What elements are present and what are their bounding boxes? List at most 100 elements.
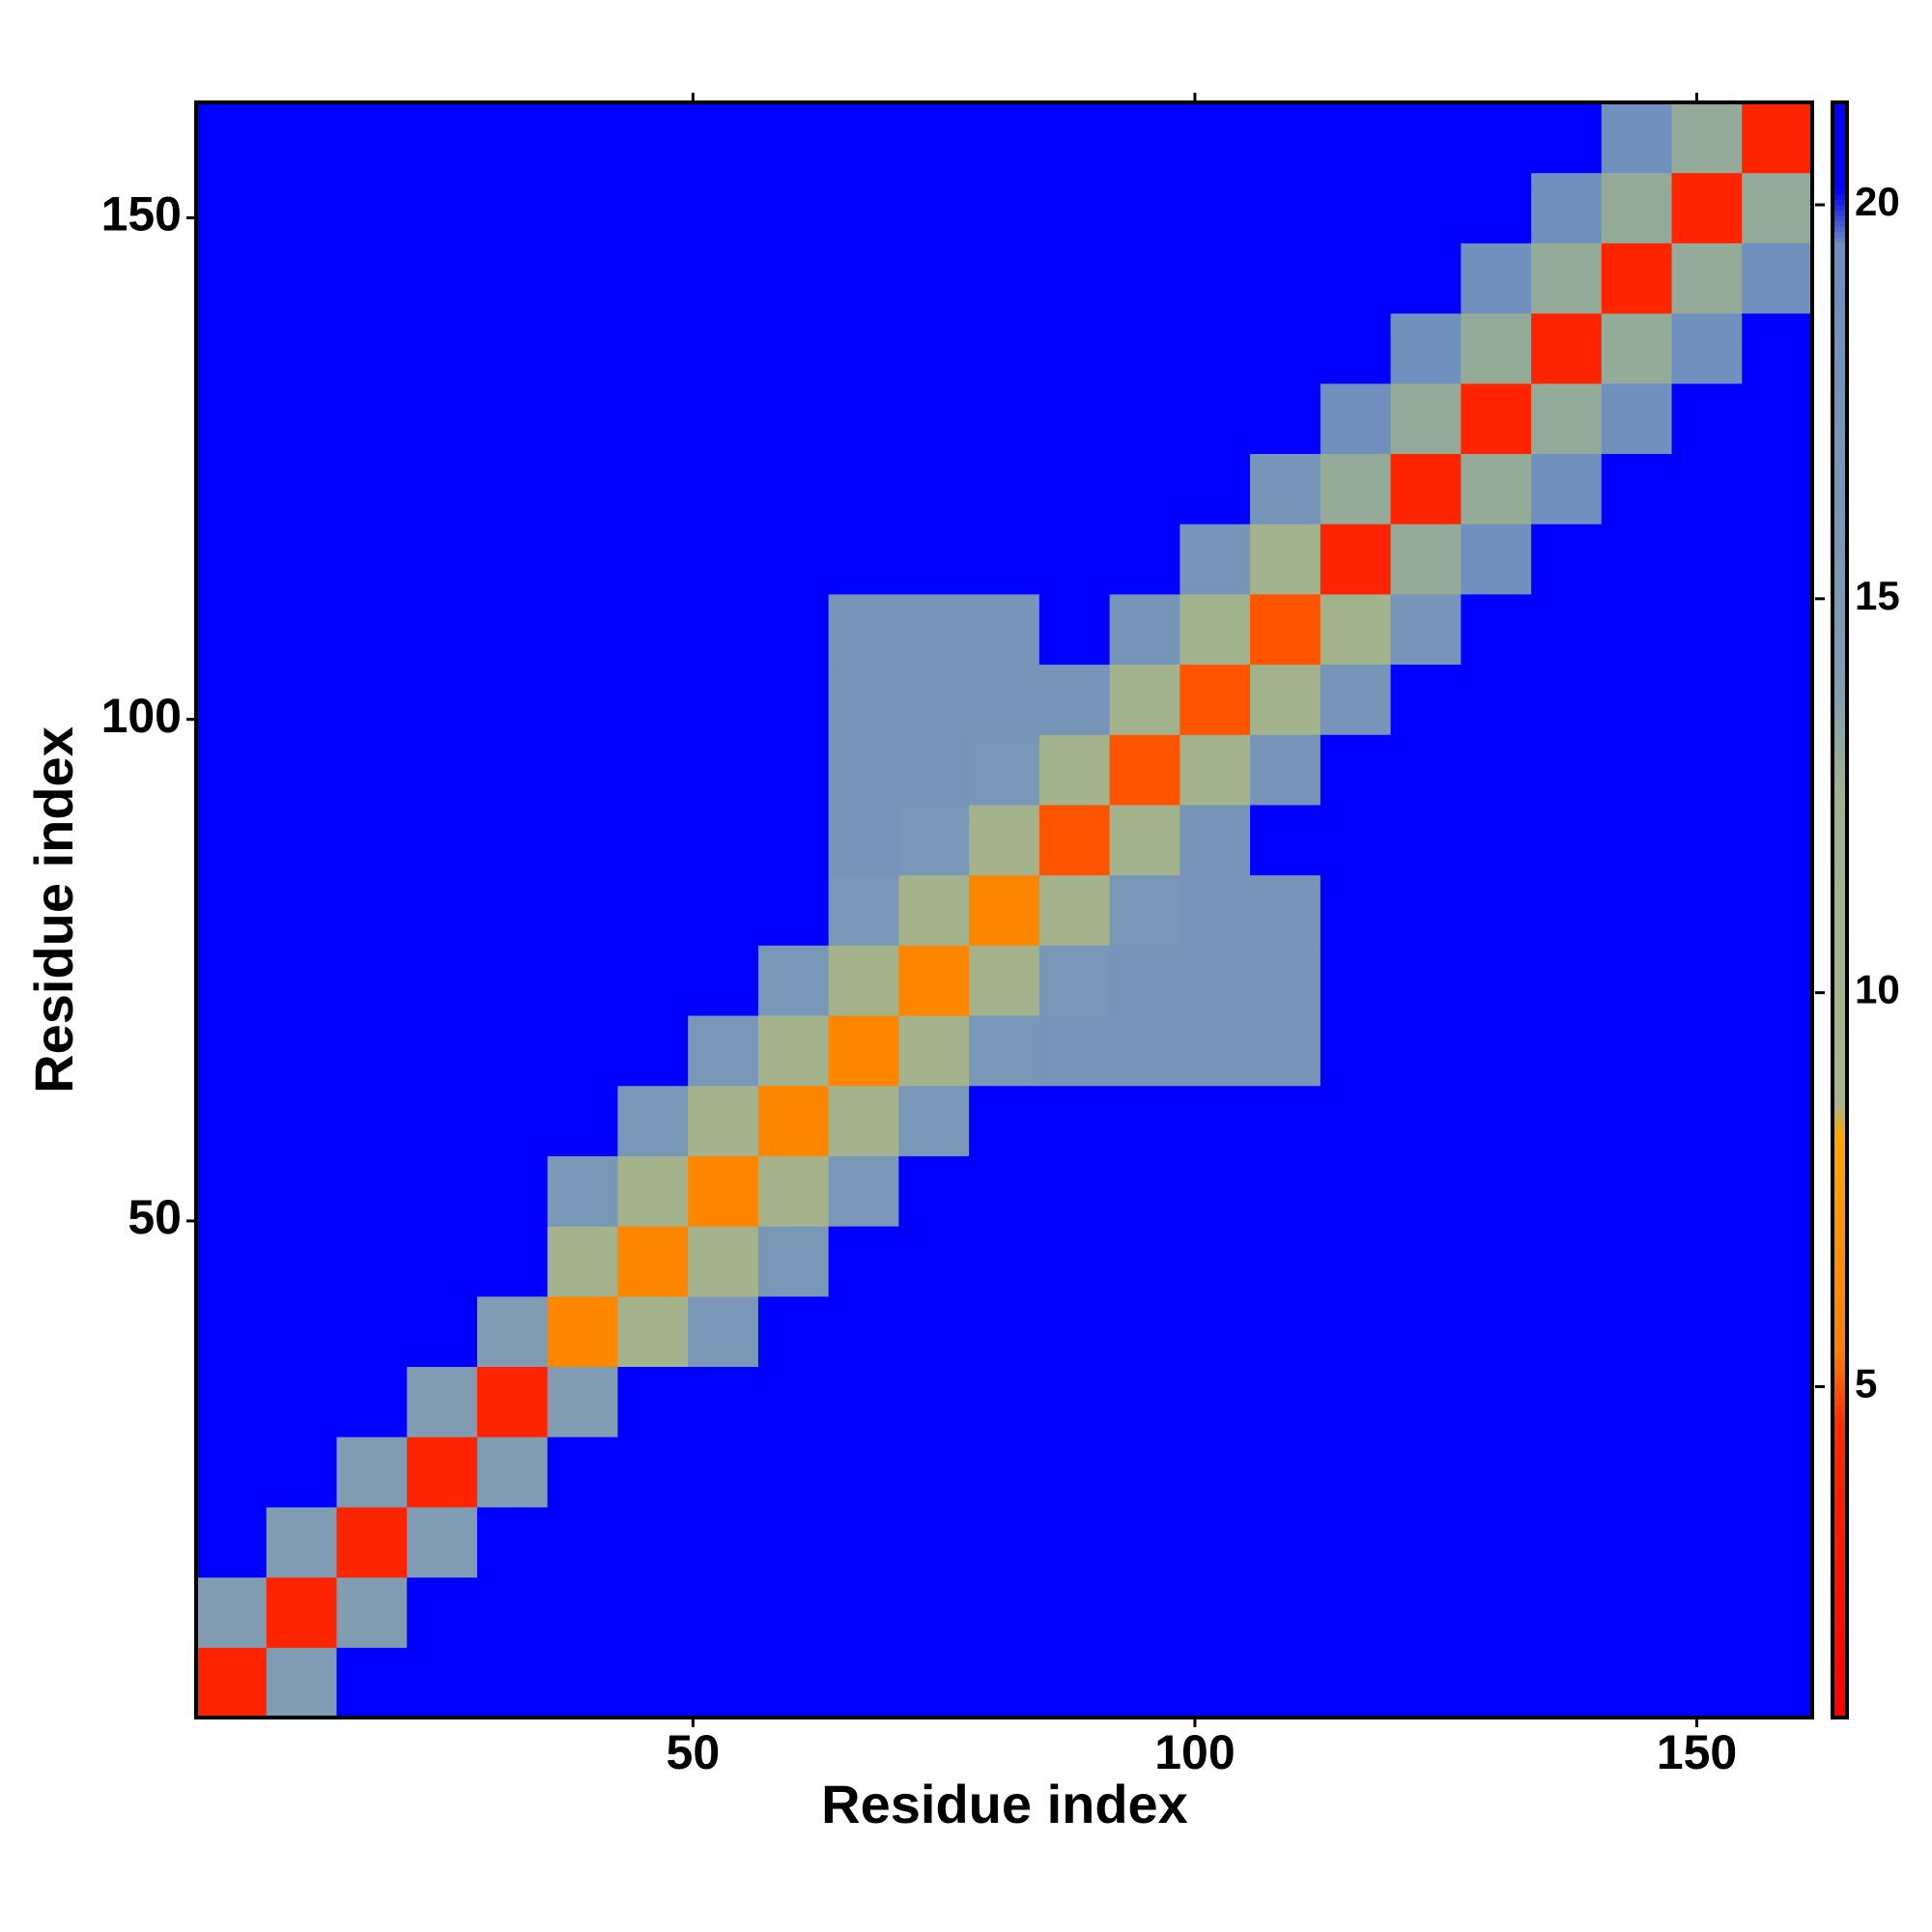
colorbar-segment [1833, 1023, 1847, 1030]
colorbar-segment [1833, 102, 1847, 109]
heatmap-cell [1531, 242, 1603, 314]
colorbar-segment [1833, 651, 1847, 658]
heatmap-cell [1531, 1366, 1603, 1437]
heatmap-cell [407, 453, 478, 525]
heatmap-cell [196, 1155, 268, 1227]
colorbar-segment [1833, 1545, 1847, 1551]
heatmap-cell [476, 524, 549, 595]
colorbar-segment [1833, 113, 1847, 120]
heatmap-cell [617, 1295, 689, 1368]
colorbar-segment [1833, 732, 1847, 739]
colorbar-segment [1833, 969, 1847, 976]
heatmap-cell [617, 1577, 689, 1648]
heatmap-cell [336, 1577, 408, 1648]
heatmap-cell [1531, 1506, 1603, 1578]
heatmap-cell [898, 664, 970, 735]
heatmap-cell [476, 1226, 549, 1297]
heatmap-cell [196, 1085, 268, 1156]
heatmap-cell [1320, 804, 1392, 876]
colorbar-segment [1833, 856, 1847, 863]
colorbar-segment [1833, 495, 1847, 502]
colorbar-segment [1833, 619, 1847, 626]
heatmap-cell [407, 664, 478, 735]
heatmap-cell [336, 1155, 408, 1227]
heatmap-cell [1250, 734, 1321, 806]
colorbar-segment [1833, 1480, 1847, 1487]
heatmap-cell [828, 524, 899, 595]
colorbar-segment [1833, 802, 1847, 809]
heatmap-cell [1461, 242, 1532, 314]
heatmap-cell [1461, 1155, 1532, 1227]
colorbar-segment [1833, 430, 1847, 438]
heatmap-cell [547, 1577, 618, 1648]
heatmap-cell [688, 734, 759, 806]
heatmap-cell [1461, 734, 1532, 806]
colorbar-segment [1833, 128, 1847, 136]
heatmap-cell [1179, 664, 1251, 735]
heatmap-cell [1390, 1366, 1462, 1437]
colorbar-segment [1833, 1233, 1847, 1239]
heatmap-cell [1742, 453, 1813, 525]
heatmap-cell [1320, 1436, 1392, 1508]
colorbar-segment [1833, 1076, 1847, 1083]
colorbar-segment [1833, 1540, 1847, 1547]
heatmap-cell [898, 383, 970, 454]
colorbar-segment [1833, 1001, 1847, 1008]
colorbar-segment [1833, 344, 1847, 351]
heatmap-cell [476, 664, 549, 735]
heatmap-cell [547, 524, 618, 595]
heatmap-cell [336, 1506, 408, 1578]
heatmap-cell [336, 593, 408, 666]
heatmap-cell [617, 242, 689, 314]
heatmap-cell [1531, 804, 1603, 876]
heatmap-cell [1390, 734, 1462, 806]
colorbar-segment [1833, 387, 1847, 394]
colorbar-segment [1833, 1061, 1847, 1067]
heatmap-cell [1109, 1015, 1180, 1087]
heatmap-cell [1250, 1366, 1321, 1437]
colorbar-segment [1833, 559, 1847, 566]
heatmap-cell [1742, 313, 1813, 384]
heatmap-cell [1601, 1226, 1673, 1297]
heatmap-cell [1179, 1226, 1251, 1297]
heatmap-cell [969, 313, 1040, 384]
heatmap-cell [196, 734, 268, 806]
colorbar-segment [1833, 894, 1847, 900]
heatmap-cell [196, 1366, 268, 1437]
heatmap-cell [1671, 313, 1743, 384]
colorbar-segment [1833, 457, 1847, 465]
heatmap-cell [1742, 172, 1813, 243]
colorbar-segment [1833, 237, 1847, 243]
colorbar-segment [1833, 861, 1847, 868]
colorbar-segment [1833, 118, 1847, 125]
colorbar-segment [1833, 871, 1847, 879]
colorbar-segment [1833, 1329, 1847, 1336]
colorbar-segment [1833, 1572, 1847, 1578]
heatmap-cell [969, 1226, 1040, 1297]
heatmap-cell [898, 874, 970, 946]
heatmap-cell [1179, 1647, 1251, 1719]
heatmap-cell [969, 1647, 1040, 1719]
heatmap-cell [547, 945, 618, 1016]
colorbar-segment [1833, 1028, 1847, 1035]
colorbar-segment [1833, 1216, 1847, 1223]
heatmap-cell [1250, 1085, 1321, 1156]
heatmap-cell [1109, 874, 1180, 946]
heatmap-cell [336, 1366, 408, 1437]
heatmap-cell [407, 1647, 478, 1719]
colorbar-segment [1833, 1555, 1847, 1562]
heatmap-cell [757, 874, 830, 946]
heatmap-cell [757, 524, 830, 595]
colorbar-segment [1833, 1260, 1847, 1266]
heatmap-cell [476, 383, 549, 454]
heatmap-cell [688, 1015, 759, 1087]
heatmap-cell [1320, 313, 1392, 384]
heatmap-cell [1671, 593, 1743, 666]
colorbar-segment [1833, 479, 1847, 486]
colorbar-segment [1833, 1518, 1847, 1524]
heatmap-cell [1109, 383, 1180, 454]
heatmap-cell [757, 1226, 830, 1297]
heatmap-cell [617, 1366, 689, 1437]
heatmap-cell [1531, 1015, 1603, 1087]
